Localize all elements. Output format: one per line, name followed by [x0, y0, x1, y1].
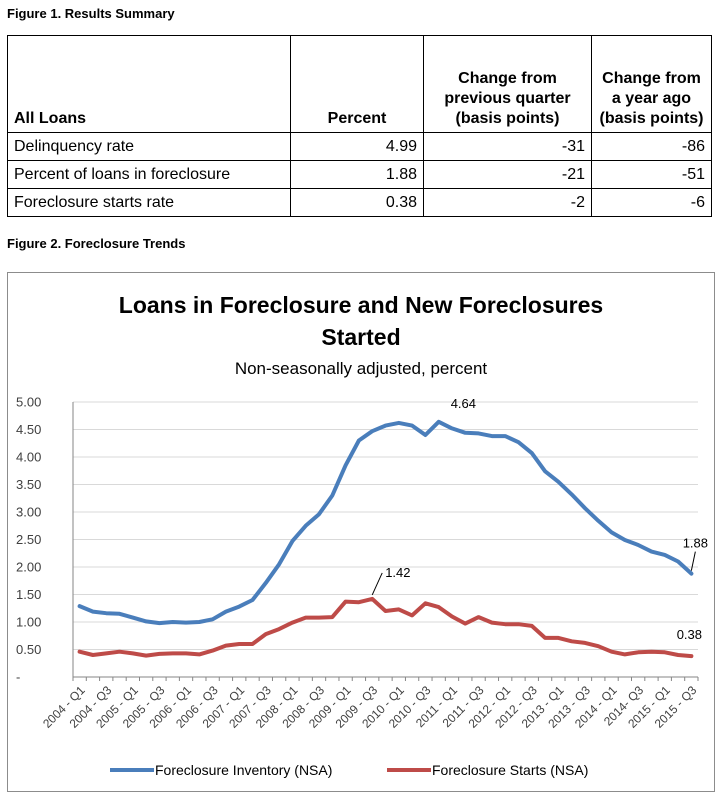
row-label: Percent of loans in foreclosure: [7, 160, 291, 189]
data-label: 4.64: [451, 396, 476, 411]
legend-label: Foreclosure Starts (NSA): [432, 762, 588, 778]
data-label-leader: [690, 551, 696, 571]
figure2-caption: Figure 2. Foreclosure Trends: [7, 236, 186, 251]
results-summary-table: All Loans Percent Change from previous q…: [7, 35, 712, 217]
y-tick-label: 4.50: [16, 422, 41, 437]
row-change-quarter: -31: [423, 132, 592, 161]
row-change-year: -6: [591, 188, 712, 217]
figure1-caption: Figure 1. Results Summary: [7, 6, 175, 21]
row-percent: 4.99: [290, 132, 424, 161]
chart-container: Loans in Foreclosure and New Foreclosure…: [7, 272, 715, 792]
legend-label: Foreclosure Inventory (NSA): [155, 762, 332, 778]
y-tick-label: 2.50: [16, 532, 41, 547]
header-change-previous-quarter: Change from previous quarter (basis poin…: [423, 35, 592, 133]
y-tick-label: -: [16, 670, 20, 685]
table-row: Percent of loans in foreclosure 1.88 -21…: [7, 160, 712, 189]
header-all-loans: All Loans: [7, 35, 291, 133]
row-percent: 1.88: [290, 160, 424, 189]
data-label: 0.38: [677, 627, 702, 642]
header-percent: Percent: [290, 35, 424, 133]
data-label: 1.42: [385, 565, 410, 580]
table-row: Foreclosure starts rate 0.38 -2 -6: [7, 188, 712, 217]
row-label: Delinquency rate: [7, 132, 291, 161]
header-change-year-ago: Change from a year ago (basis points): [591, 35, 712, 133]
data-label-leader: [371, 572, 383, 596]
y-tick-label: 1.50: [16, 587, 41, 602]
foreclosure-trends-chart: Loans in Foreclosure and New Foreclosure…: [16, 292, 708, 778]
row-change-quarter: -2: [423, 188, 592, 217]
table-row: Delinquency rate 4.99 -31 -86: [7, 132, 712, 161]
foreclosure-starts-line: [77, 596, 694, 659]
row-change-year: -86: [591, 132, 712, 161]
chart-title-line: Loans in Foreclosure and New Foreclosure…: [119, 292, 603, 318]
row-label: Foreclosure starts rate: [7, 188, 291, 217]
foreclosure-inventory-line: [77, 419, 694, 626]
y-tick-label: 0.50: [16, 642, 41, 657]
y-tick-label: 3.00: [16, 505, 41, 520]
data-label: 1.88: [683, 536, 708, 551]
y-tick-label: 4.00: [16, 450, 41, 465]
chart-title-line: Started: [321, 324, 400, 350]
y-tick-label: 2.00: [16, 560, 41, 575]
chart-subtitle: Non-seasonally adjusted, percent: [235, 359, 488, 378]
row-change-quarter: -21: [423, 160, 592, 189]
row-percent: 0.38: [290, 188, 424, 217]
y-tick-label: 3.50: [16, 477, 41, 492]
row-change-year: -51: [591, 160, 712, 189]
y-tick-label: 1.00: [16, 615, 41, 630]
y-tick-label: 5.00: [16, 395, 41, 410]
table-header-row: All Loans Percent Change from previous q…: [7, 35, 712, 133]
